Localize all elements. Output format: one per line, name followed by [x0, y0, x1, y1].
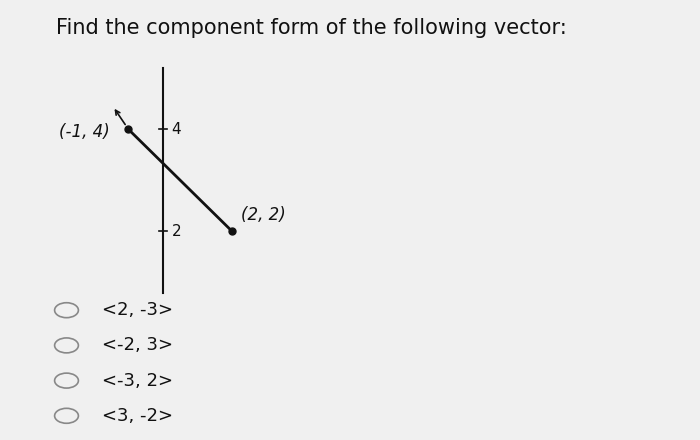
Text: <-2, 3>: <-2, 3>	[102, 337, 172, 354]
Text: (2, 2): (2, 2)	[241, 206, 286, 224]
Text: 4: 4	[172, 122, 181, 137]
Text: Find the component form of the following vector:: Find the component form of the following…	[56, 18, 567, 37]
Text: (-1, 4): (-1, 4)	[59, 123, 109, 141]
Text: 2: 2	[172, 224, 181, 239]
Text: <-3, 2>: <-3, 2>	[102, 372, 172, 389]
Text: <3, -2>: <3, -2>	[102, 407, 172, 425]
Text: <2, -3>: <2, -3>	[102, 301, 172, 319]
